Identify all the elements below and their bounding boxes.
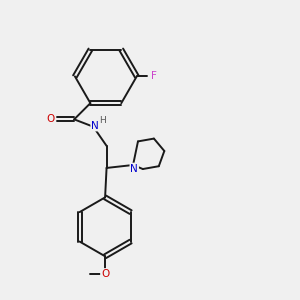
Text: O: O (46, 114, 55, 124)
Text: H: H (99, 116, 106, 125)
Text: F: F (151, 71, 157, 81)
Text: N: N (91, 121, 99, 130)
Text: N: N (130, 164, 138, 173)
Text: O: O (101, 269, 109, 279)
